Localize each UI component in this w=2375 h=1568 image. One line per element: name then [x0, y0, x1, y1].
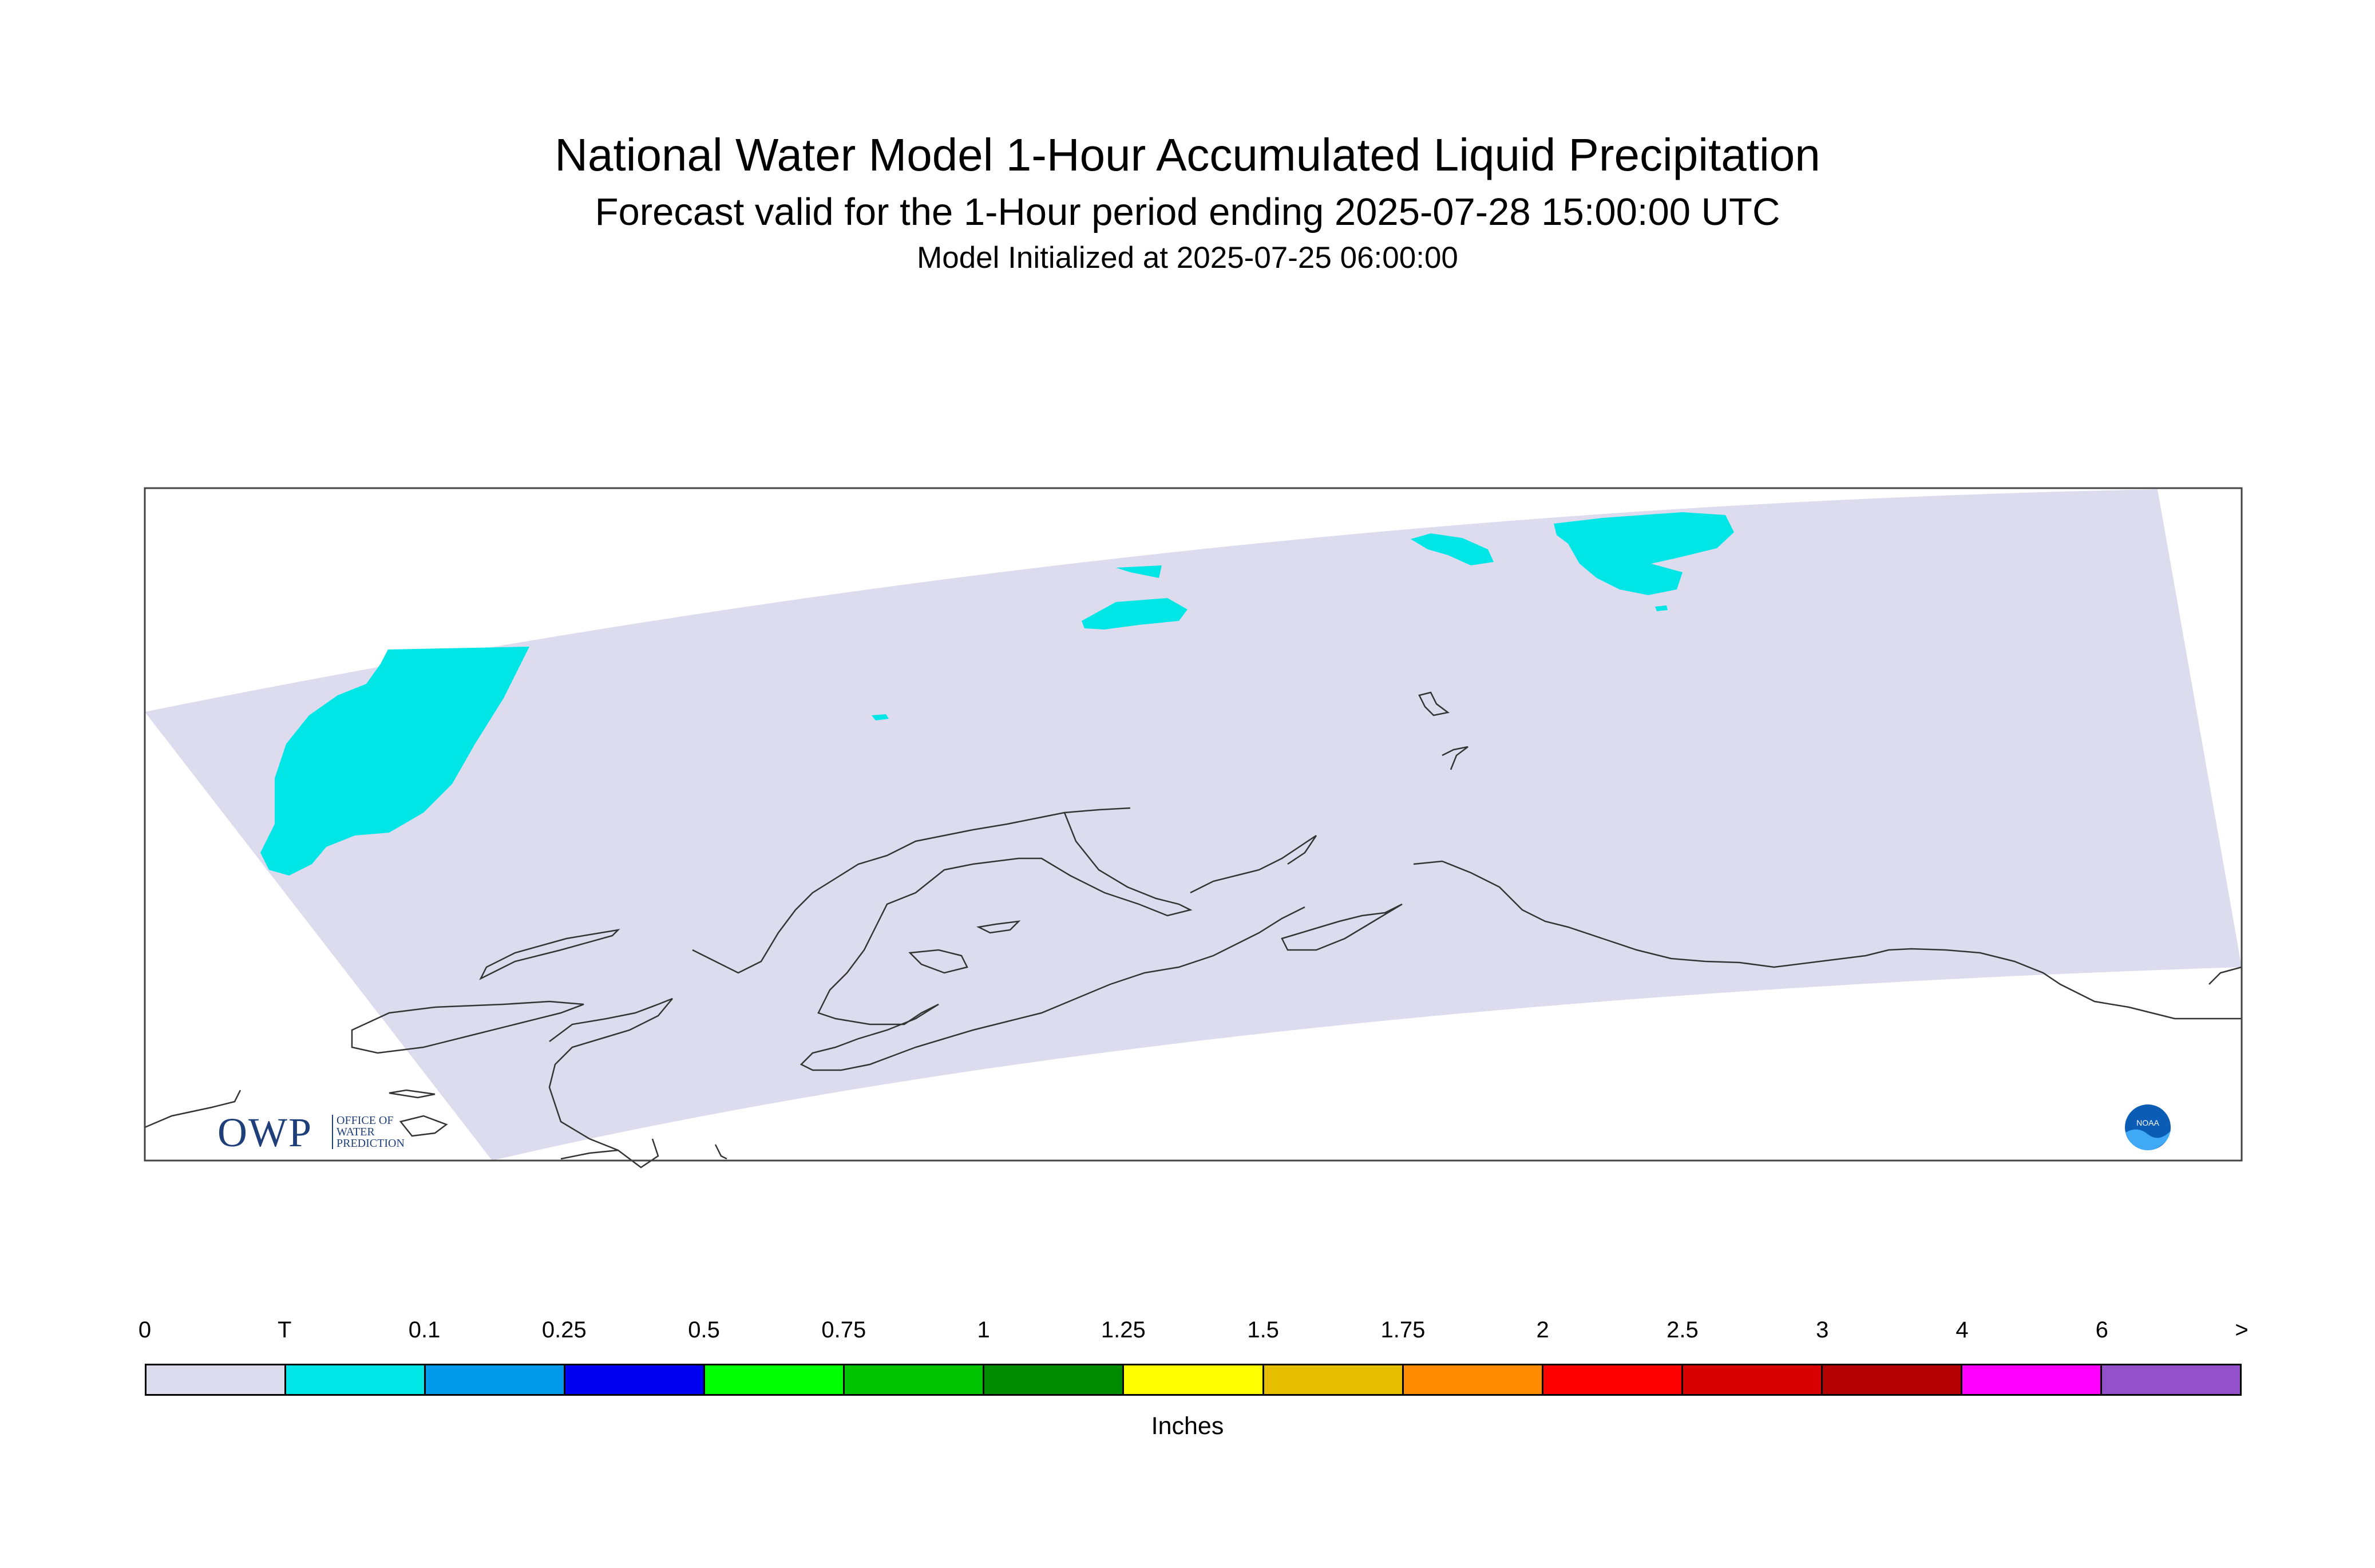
precip-area-north-4	[1554, 512, 1734, 595]
noaa-text: NOAA	[2136, 1118, 2159, 1127]
legend-units: Inches	[1151, 1412, 1224, 1440]
model-init-time: Model Initialized at 2025-07-25 06:00:00	[917, 241, 1458, 275]
legend-tick-label: 1.5	[1247, 1317, 1279, 1343]
legend-swatch	[983, 1365, 1123, 1394]
legend-swatch	[843, 1365, 983, 1394]
noaa-logo-icon: NOAA	[2124, 1103, 2172, 1151]
precip-areas	[260, 512, 1734, 876]
owp-logo: OWP OFFICE OF WATER PREDICTION	[217, 1110, 429, 1155]
owp-words: OFFICE OF WATER PREDICTION	[332, 1115, 405, 1149]
owp-word-2: WATER	[337, 1126, 375, 1138]
legend-tick-label: 4	[1956, 1317, 1969, 1343]
legend-colorbar	[145, 1364, 2242, 1396]
legend-swatch	[1402, 1365, 1542, 1394]
precip-area-dot-1	[872, 714, 889, 720]
legend-swatch	[1122, 1365, 1262, 1394]
legend-tick-label: 1.75	[1380, 1317, 1426, 1343]
legend-tick-label: >	[2235, 1317, 2249, 1343]
model-domain	[145, 489, 2242, 1161]
legend-swatch	[284, 1365, 425, 1394]
legend-tick-label: 1.25	[1101, 1317, 1146, 1343]
legend-swatch	[1262, 1365, 1402, 1394]
legend-swatch	[1681, 1365, 1821, 1394]
legend-tick-label: 0.1	[408, 1317, 441, 1343]
map-frame	[144, 487, 2243, 1162]
legend-tick-label: 0	[138, 1317, 152, 1343]
legend-tick-label: 1	[977, 1317, 990, 1343]
legend-swatch	[564, 1365, 704, 1394]
legend-tick-label: 6	[2095, 1317, 2108, 1343]
legend-swatch	[1820, 1365, 1961, 1394]
legend-tick-label: 0.5	[688, 1317, 720, 1343]
precip-area-dot-2	[1655, 605, 1668, 611]
legend-tick-label: 2.5	[1667, 1317, 1699, 1343]
map-title: National Water Model 1-Hour Accumulated …	[555, 129, 1820, 180]
precip-area-north-1	[1082, 598, 1188, 629]
precip-area-west	[260, 647, 529, 876]
precip-area-north-3	[1411, 533, 1494, 565]
map-subtitle: Forecast valid for the 1-Hour period end…	[595, 191, 1780, 233]
precip-area-north-2	[1116, 565, 1162, 578]
legend-swatch	[424, 1365, 564, 1394]
legend-tick-label: 2	[1536, 1317, 1549, 1343]
legend-swatch	[2100, 1365, 2240, 1394]
legend-tick-label: T	[278, 1317, 292, 1343]
owp-letters: OWP	[217, 1110, 312, 1155]
owp-word-1: OFFICE OF	[337, 1114, 394, 1127]
legend-swatch	[1541, 1365, 1681, 1394]
legend-swatch	[1960, 1365, 2100, 1394]
legend-swatch	[703, 1365, 844, 1394]
legend-tick-label: 3	[1816, 1317, 1829, 1343]
legend-tick-label: 0.75	[821, 1317, 866, 1343]
coastlines	[144, 691, 2242, 1169]
legend-tick-label: 0.25	[541, 1317, 587, 1343]
owp-word-3: PREDICTION	[337, 1137, 405, 1150]
legend-swatch	[147, 1365, 285, 1394]
